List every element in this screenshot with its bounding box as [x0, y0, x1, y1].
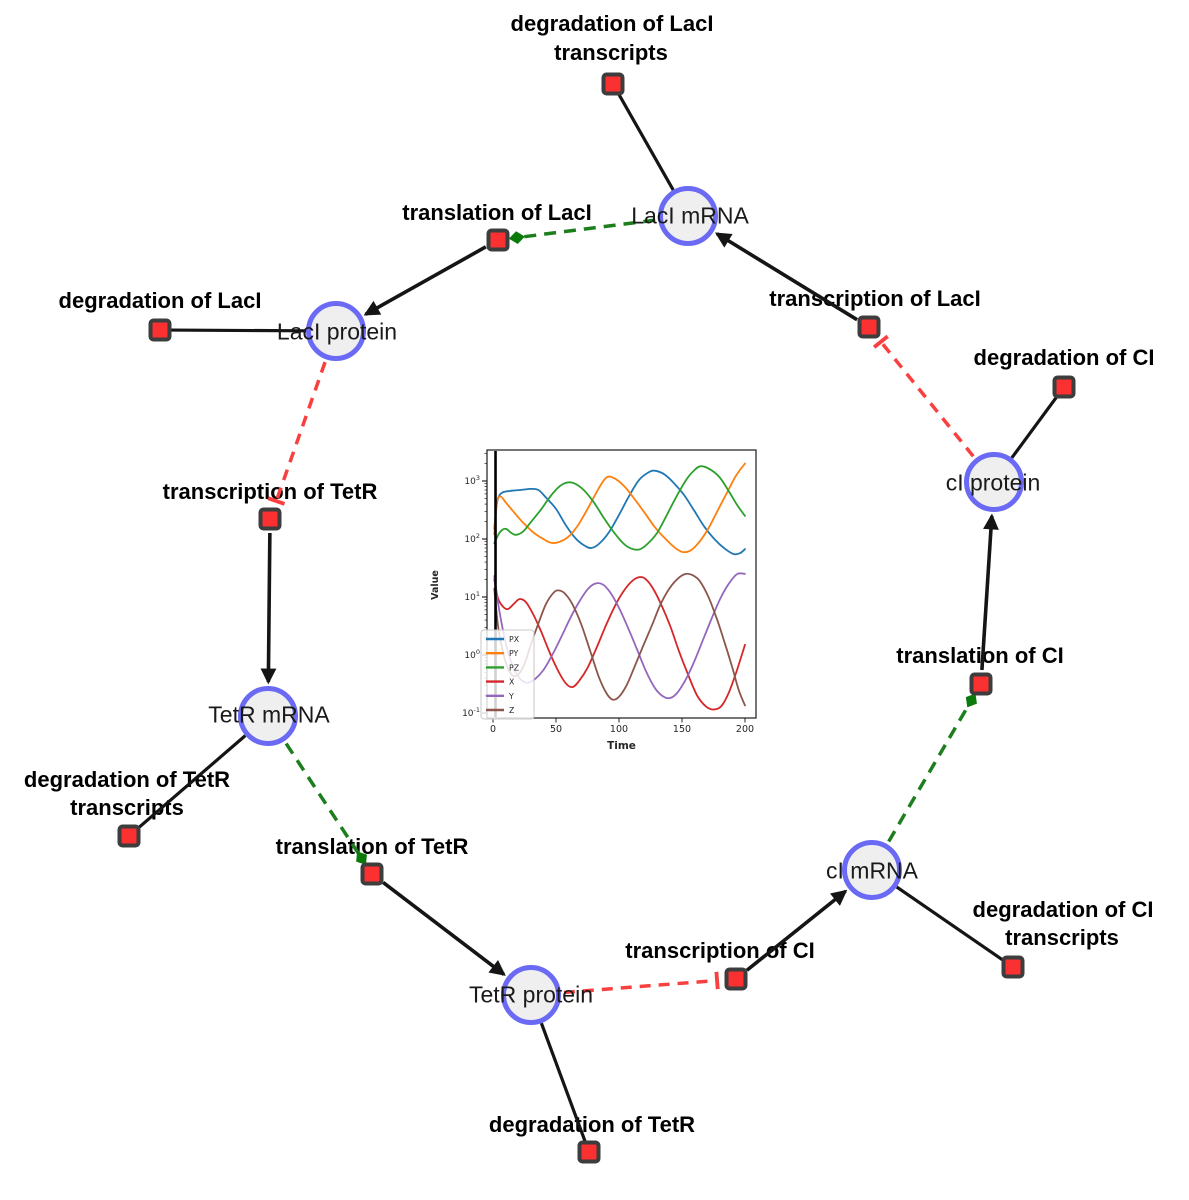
species-node-cI-protein[interactable] — [964, 452, 1024, 512]
y-tick-label: 10-1 — [462, 706, 480, 719]
reaction-node-translation-tetR[interactable] — [360, 862, 384, 886]
x-tick-label: 50 — [550, 724, 562, 735]
edge-transcription-lacI-to-lacI-mRNA — [714, 232, 859, 322]
series-X — [493, 576, 746, 711]
y-tick-label: 102 — [464, 532, 480, 545]
species-node-lacI-protein[interactable] — [306, 301, 366, 361]
reaction-node-deg-lacI[interactable] — [148, 318, 172, 342]
edge-lacI-protein-to-deg-lacI — [170, 328, 307, 333]
inset-chart: 0 50 100 150 200 103 102 101 100 10-1 Time Value PX P… — [430, 436, 775, 766]
edge-translation-cI-to-cI-protein — [980, 513, 999, 671]
series-PX — [493, 469, 746, 556]
reaction-node-deg-lacI-transcripts[interactable] — [601, 72, 625, 96]
y-axis-label: Value — [430, 570, 441, 600]
edge-tetR-mRNA-to-translation-tetR — [284, 742, 367, 865]
legend-label-PY: PY — [509, 649, 519, 658]
reaction-node-translation-cI[interactable] — [969, 672, 993, 696]
edge-cI-mRNA-to-translation-cI — [887, 693, 977, 843]
edge-tetR-mRNA-to-deg-tetR-transcripts — [136, 734, 247, 831]
legend-label-PZ: PZ — [509, 663, 519, 672]
x-tick-label: 0 — [490, 724, 496, 735]
series-PY — [493, 462, 746, 554]
legend-label-PX: PX — [509, 635, 520, 644]
x-axis-label: Time — [607, 740, 636, 752]
species-node-tetR-protein[interactable] — [501, 965, 561, 1025]
legend-label-X: X — [509, 678, 515, 687]
edge-lacI-mRNA-to-deg-lacI-transcripts — [617, 92, 675, 191]
edge-translation-tetR-to-tetR-protein — [382, 881, 506, 976]
reaction-node-deg-tetR-transcripts[interactable] — [117, 824, 141, 848]
reaction-node-deg-tetR[interactable] — [577, 1140, 601, 1164]
reaction-node-transcription-lacI[interactable] — [857, 315, 881, 339]
y-tick-label: 103 — [464, 474, 480, 487]
legend-label-Y: Y — [508, 692, 514, 701]
edge-cI-mRNA-to-deg-cI-transcripts — [895, 885, 1005, 963]
y-tick-label: 100 — [464, 648, 480, 661]
species-node-lacI-mRNA[interactable] — [658, 186, 718, 246]
legend-label-Z: Z — [509, 706, 514, 715]
reaction-node-transcription-tetR[interactable] — [258, 507, 282, 531]
edge-cI-protein-to-deg-cI — [1010, 394, 1059, 459]
x-tick-label: 100 — [610, 724, 628, 735]
edge-lacI-protein-to-transcription-tetR — [267, 361, 327, 506]
reaction-node-deg-cI[interactable] — [1052, 375, 1076, 399]
species-node-cI-mRNA[interactable] — [842, 840, 902, 900]
edge-cI-protein-to-transcription-lacI — [872, 334, 975, 458]
y-tick-label: 101 — [464, 590, 480, 603]
reaction-node-deg-cI-transcripts[interactable] — [1001, 955, 1025, 979]
x-tick-label: 200 — [736, 724, 754, 735]
reaction-node-transcription-cI[interactable] — [724, 967, 748, 991]
series-PZ — [493, 465, 746, 551]
axes-frame — [486, 449, 757, 719]
edge-tetR-protein-to-transcription-cI — [563, 971, 720, 995]
legend: PX PY PZ XYZ — [480, 629, 535, 720]
x-tick-label: 150 — [673, 724, 691, 735]
reaction-node-translation-lacI[interactable] — [486, 228, 510, 252]
edge-transcription-cI-to-cI-mRNA — [745, 889, 848, 972]
species-node-tetR-mRNA[interactable] — [238, 686, 298, 746]
edge-transcription-tetR-to-tetR-mRNA — [260, 532, 277, 685]
edge-lacI-mRNA-to-translation-lacI — [508, 218, 656, 245]
edge-translation-lacI-to-lacI-protein — [363, 245, 487, 316]
edge-tetR-protein-to-deg-tetR — [539, 1022, 587, 1143]
